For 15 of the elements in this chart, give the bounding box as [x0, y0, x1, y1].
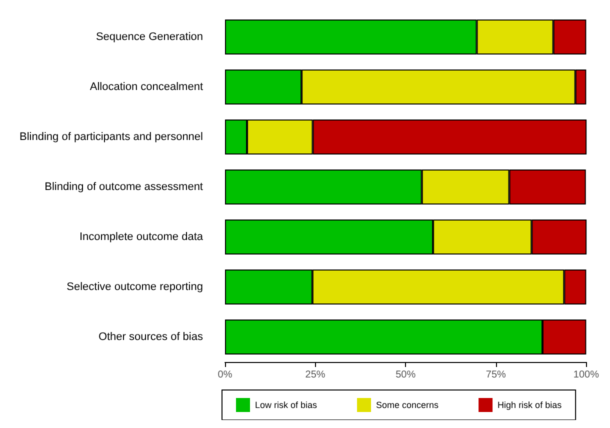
legend-label: Low risk of bias — [255, 400, 318, 410]
y-tick-label: Other sources of bias — [98, 331, 204, 343]
x-tick-label: 50% — [396, 370, 416, 380]
x-tick-label: 75% — [486, 370, 506, 380]
y-tick-label: Selective outcome reporting — [66, 281, 203, 293]
y-tick-label: Allocation concealment — [90, 81, 203, 93]
y-tick-label: Incomplete outcome data — [79, 231, 204, 243]
legend-label: High risk of bias — [498, 400, 562, 410]
x-tick-label: 0% — [218, 370, 232, 380]
legend-label: Some concerns — [376, 400, 440, 410]
y-tick-label: Blinding of participants and personnel — [20, 131, 203, 143]
y-tick-label: Blinding of outcome assessment — [44, 181, 203, 193]
x-tick-label: 25% — [305, 370, 326, 380]
x-tick-label: 100% — [573, 370, 600, 380]
y-tick-label: Sequence Generation — [96, 31, 203, 43]
